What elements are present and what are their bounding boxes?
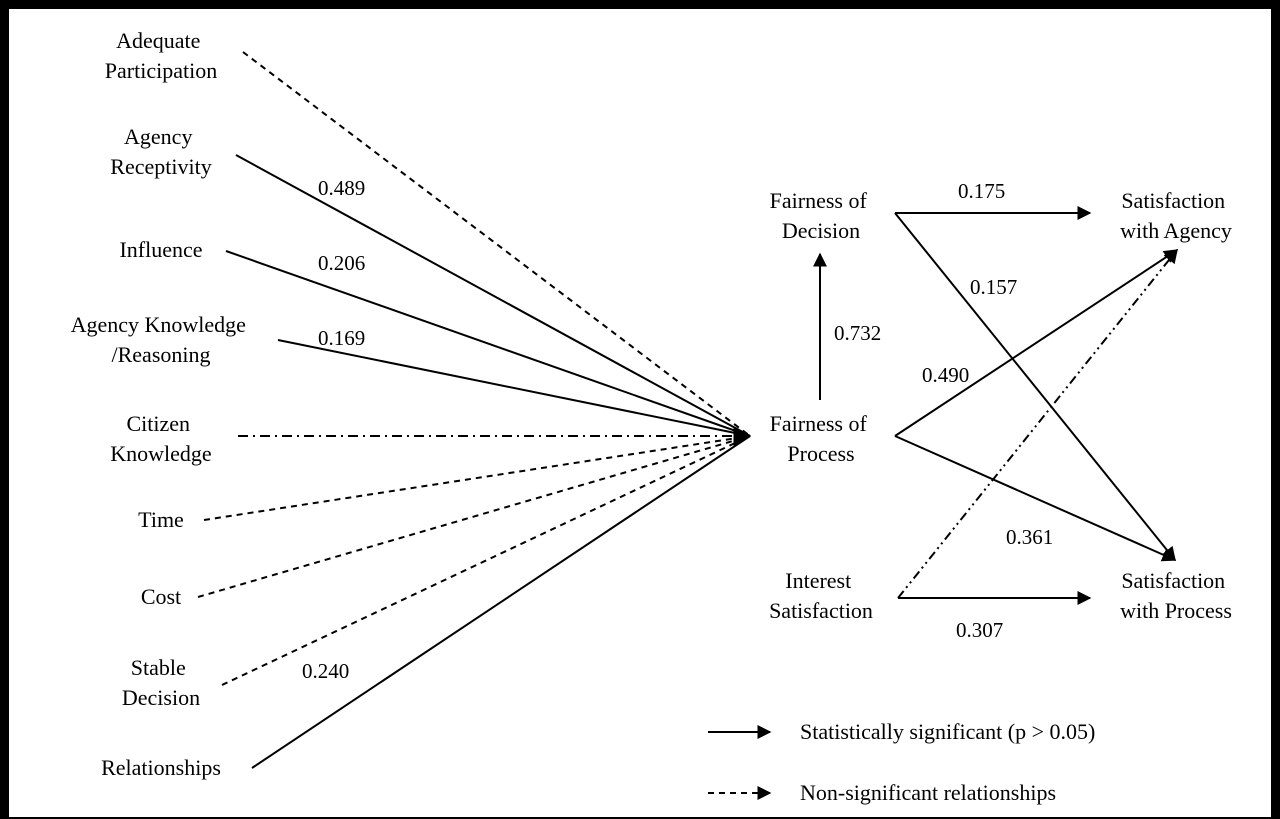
edge-agency-receptivity xyxy=(235,154,751,437)
node-adequate-participation: Adequate Participation xyxy=(105,28,217,83)
legend-significant-label: Statistically significant (p > 0.05) xyxy=(800,719,1095,744)
coef-relationships: 0.240 xyxy=(302,659,349,683)
coef-process-to-sat-process: 0.361 xyxy=(1006,525,1053,549)
node-satisfaction-process: Satisfaction with Process xyxy=(1120,568,1232,623)
node-influence: Influence xyxy=(119,237,202,262)
node-interest-satisfaction: Interest Satisfaction xyxy=(769,568,873,623)
coef-agency-receptivity: 0.489 xyxy=(318,176,365,200)
node-agency-knowledge: Agency Knowledge /Reasoning xyxy=(71,312,252,367)
coef-interest-to-sat-process: 0.307 xyxy=(956,618,1003,642)
edge-relationships xyxy=(251,435,751,769)
node-time: Time xyxy=(138,507,184,532)
edge-process-to-sat-process xyxy=(894,435,1177,562)
node-cost: Cost xyxy=(141,584,181,609)
node-fairness-decision: Fairness of Decision xyxy=(770,188,873,243)
edge-adequate-participation xyxy=(242,51,751,437)
edge-time xyxy=(203,435,751,521)
node-agency-receptivity: Agency Receptivity xyxy=(110,124,211,179)
legend-non-significant-label: Non-significant relationships xyxy=(800,780,1056,805)
node-fairness-process: Fairness of Process xyxy=(770,411,873,466)
edge-agency-knowledge xyxy=(277,339,751,437)
edge-influence xyxy=(225,250,751,437)
coef-process-to-sat-agency: 0.490 xyxy=(922,363,969,387)
edge-cost xyxy=(197,435,751,598)
coef-process-to-decision: 0.732 xyxy=(834,321,881,345)
coef-decision-to-sat-process: 0.157 xyxy=(970,275,1017,299)
edge-decision-to-sat-process xyxy=(894,212,1176,562)
edge-process-to-sat-agency xyxy=(894,249,1179,437)
coef-agency-knowledge: 0.169 xyxy=(318,326,365,350)
coef-decision-to-sat-agency: 0.175 xyxy=(958,179,1005,203)
edge-stable-decision xyxy=(221,435,751,686)
legend: Statistically significant (p > 0.05) Non… xyxy=(708,719,1095,805)
node-citizen-knowledge: Citizen Knowledge xyxy=(110,411,211,466)
fan-in-arrowhead xyxy=(733,427,752,447)
node-satisfaction-agency: Satisfaction with Agency xyxy=(1120,188,1232,243)
node-stable-decision: Stable Decision xyxy=(122,655,200,710)
coef-influence: 0.206 xyxy=(318,251,365,275)
node-relationships: Relationships xyxy=(101,755,221,780)
